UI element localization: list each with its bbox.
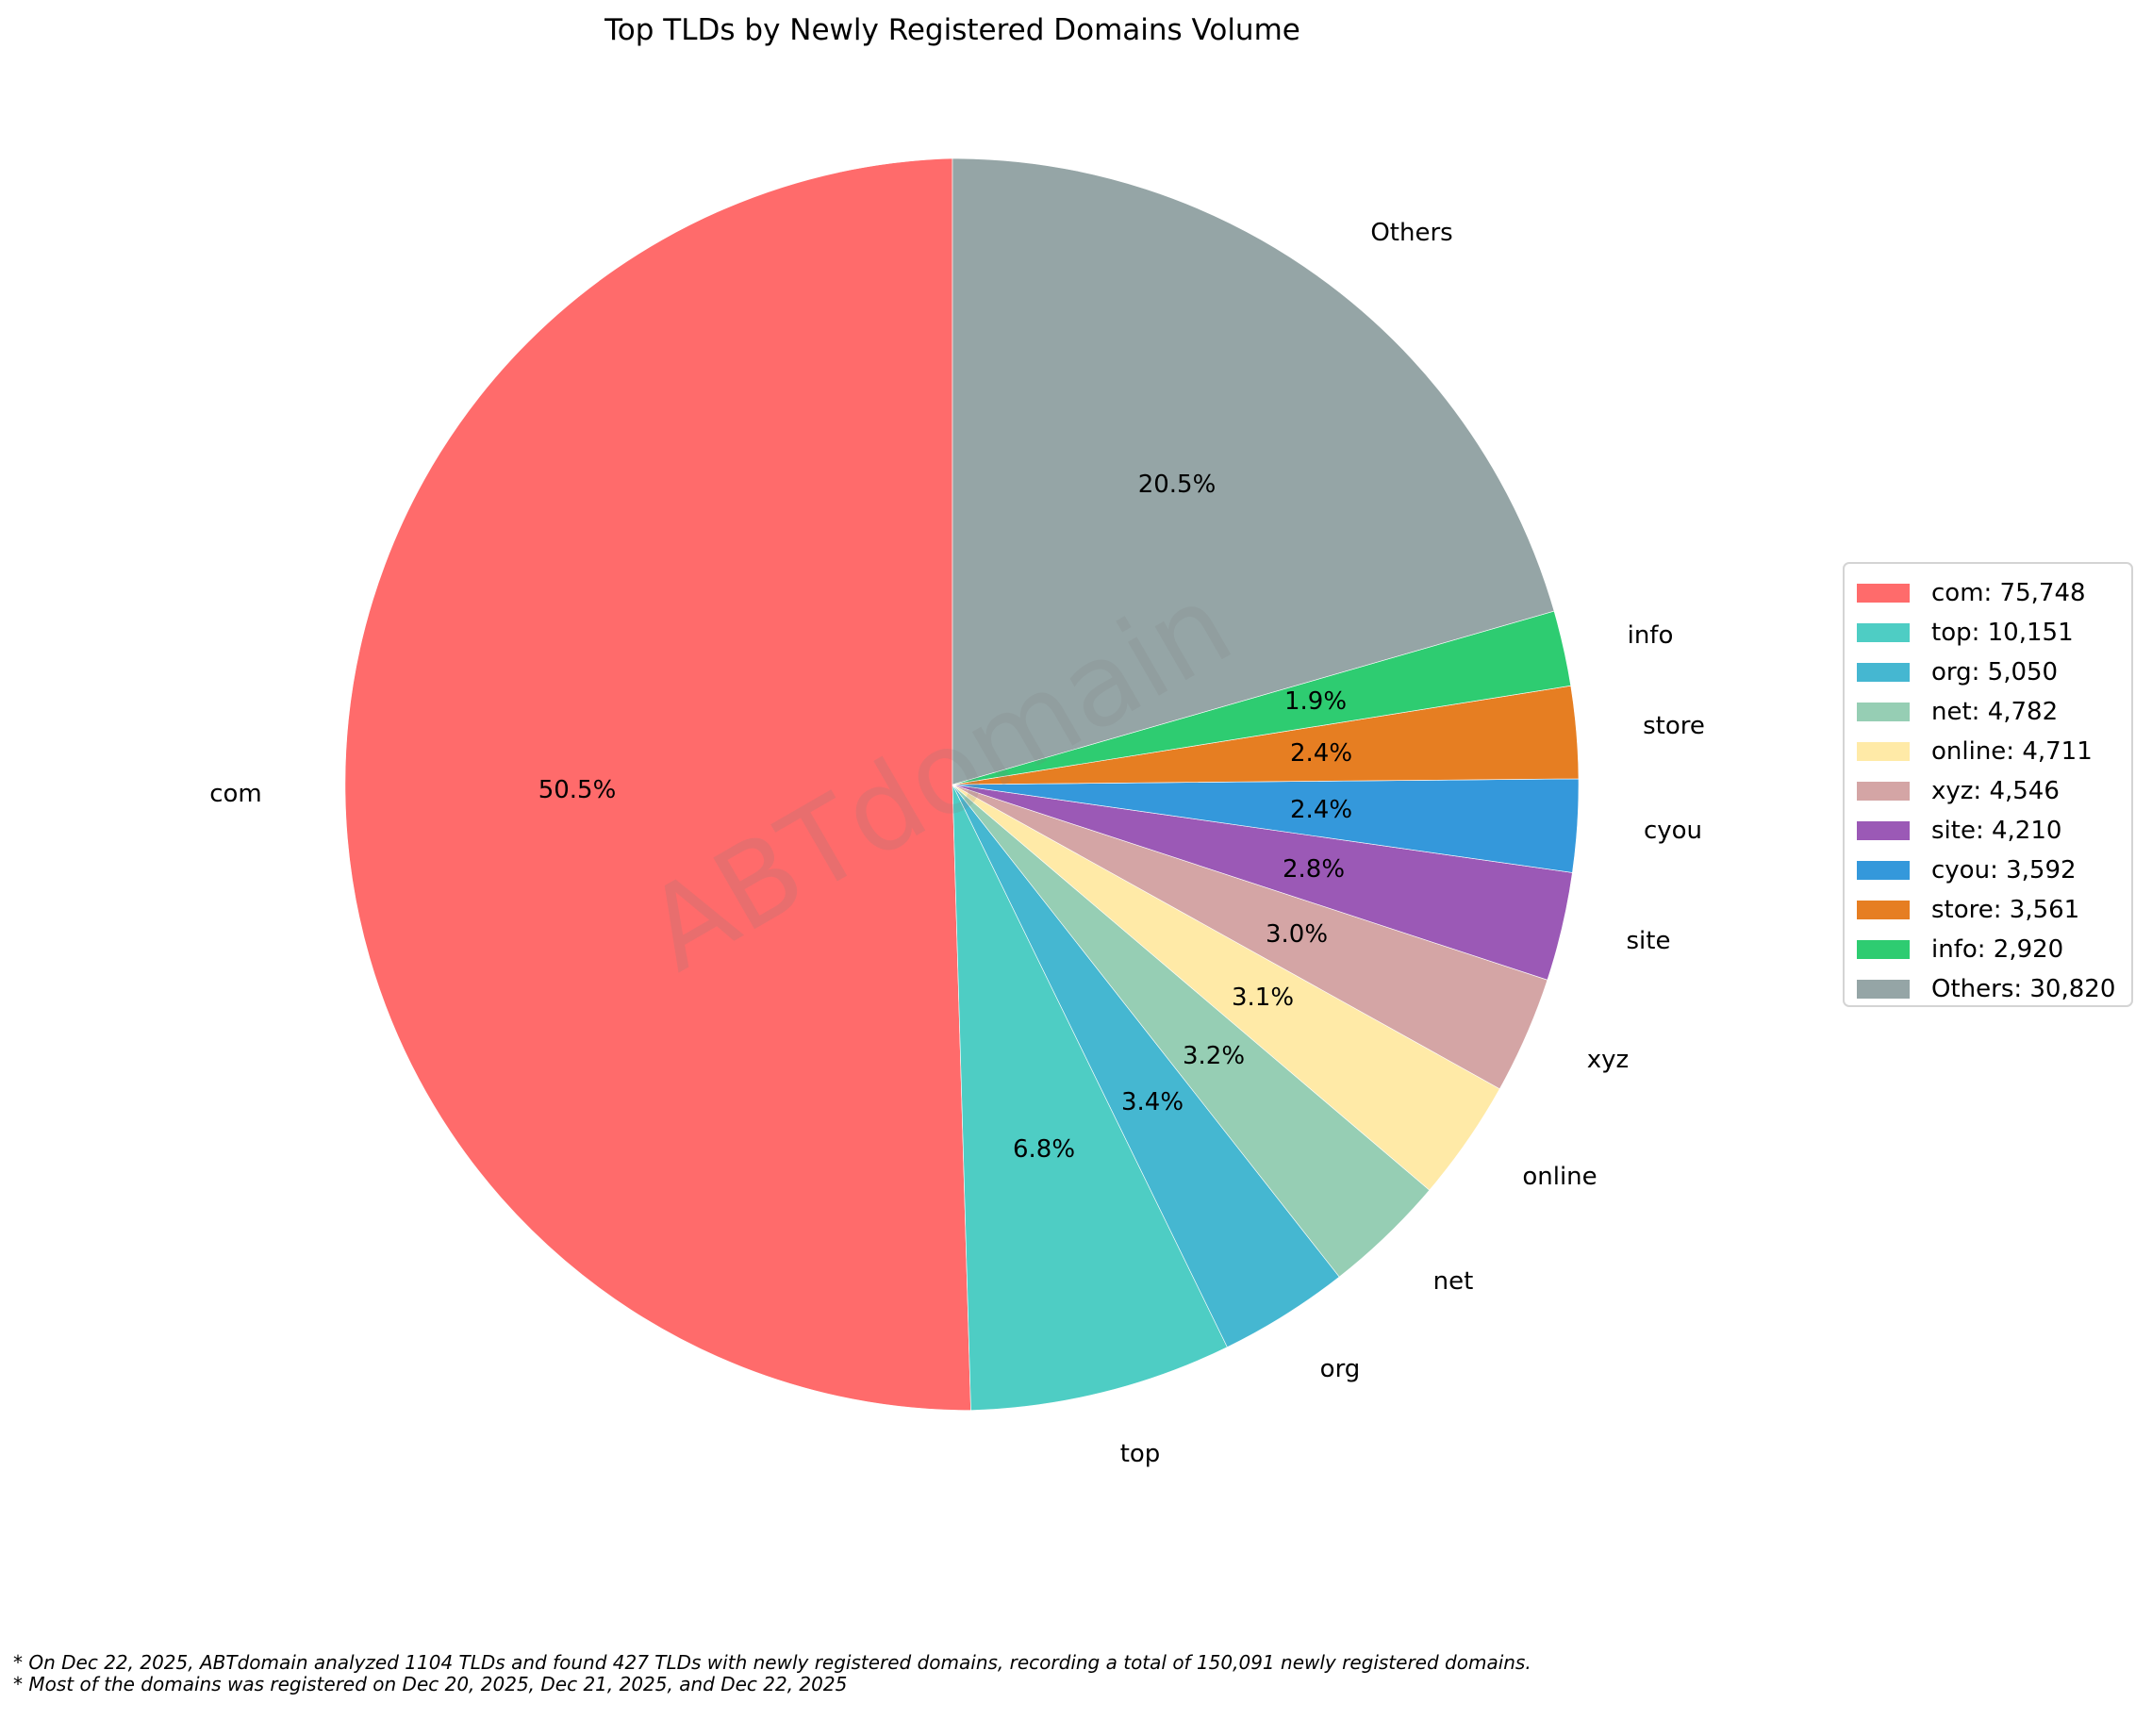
legend-label: xyz: 4,546 bbox=[1931, 777, 2060, 805]
pct-com: 50.5% bbox=[538, 776, 617, 804]
label-others: Others bbox=[1370, 219, 1452, 247]
legend-item-cyou: cyou: 3,592 bbox=[1845, 851, 2131, 890]
legend-item-xyz: xyz: 4,546 bbox=[1845, 771, 2131, 811]
legend-swatch bbox=[1857, 584, 1910, 603]
legend-label: com: 75,748 bbox=[1931, 579, 2086, 607]
legend-label: org: 5,050 bbox=[1931, 658, 2059, 686]
pct-store: 2.4% bbox=[1290, 739, 1352, 768]
legend-item-others: Others: 30,820 bbox=[1845, 969, 2131, 1009]
legend-swatch bbox=[1857, 901, 1910, 919]
label-cyou: cyou bbox=[1644, 817, 1702, 845]
pct-org: 3.4% bbox=[1121, 1088, 1184, 1116]
legend-item-com: com: 75,748 bbox=[1845, 573, 2131, 613]
chart-title: Top TLDs by Newly Registered Domains Vol… bbox=[604, 13, 1300, 47]
pct-online: 3.1% bbox=[1232, 984, 1294, 1012]
label-org: org bbox=[1320, 1355, 1361, 1383]
legend-label: site: 4,210 bbox=[1931, 817, 2062, 845]
legend-item-org: org: 5,050 bbox=[1845, 653, 2131, 692]
legend-label: Others: 30,820 bbox=[1931, 975, 2116, 1003]
legend-item-top: top: 10,151 bbox=[1845, 613, 2131, 653]
legend-swatch bbox=[1857, 623, 1910, 642]
percent-labels: 50.5% 6.8% 3.4% 3.2% 3.1% 3.0% 2.8% 2.4%… bbox=[538, 471, 1352, 1164]
slice-top bbox=[952, 784, 1228, 1412]
legend-label: info: 2,920 bbox=[1931, 935, 2064, 964]
pct-site: 2.8% bbox=[1283, 855, 1345, 884]
category-labels: com top org net online xyz site cyou sto… bbox=[209, 219, 1705, 1468]
slice-com bbox=[344, 157, 971, 1412]
footnote-2: * Most of the domains was registered on … bbox=[13, 1673, 848, 1695]
pct-top: 6.8% bbox=[1013, 1135, 1075, 1164]
footnote-1: * On Dec 22, 2025, ABTdomain analyzed 11… bbox=[13, 1651, 1531, 1674]
legend-label: online: 4,711 bbox=[1931, 737, 2093, 766]
label-store: store bbox=[1643, 712, 1705, 740]
legend-swatch bbox=[1857, 703, 1910, 721]
footnotes: * On Dec 22, 2025, ABTdomain analyzed 11… bbox=[13, 1652, 1531, 1695]
pie-slices bbox=[344, 157, 1580, 1412]
pct-others: 20.5% bbox=[1138, 471, 1217, 499]
label-xyz: xyz bbox=[1587, 1046, 1629, 1074]
legend: com: 75,748 top: 10,151 org: 5,050 net: … bbox=[1843, 562, 2133, 1007]
legend-label: cyou: 3,592 bbox=[1931, 856, 2077, 885]
label-net: net bbox=[1433, 1267, 1474, 1296]
legend-item-online: online: 4,711 bbox=[1845, 732, 2131, 771]
pct-xyz: 3.0% bbox=[1266, 920, 1328, 949]
label-info: info bbox=[1628, 621, 1674, 650]
label-online: online bbox=[1522, 1163, 1597, 1191]
legend-item-net: net: 4,782 bbox=[1845, 692, 2131, 732]
legend-label: net: 4,782 bbox=[1931, 698, 2059, 726]
label-top: top bbox=[1120, 1440, 1161, 1468]
pct-info: 1.9% bbox=[1284, 687, 1347, 716]
legend-swatch bbox=[1857, 940, 1910, 959]
pct-cyou: 2.4% bbox=[1290, 796, 1352, 824]
label-com: com bbox=[209, 780, 262, 808]
legend-swatch bbox=[1857, 980, 1910, 999]
label-site: site bbox=[1627, 927, 1671, 955]
legend-item-site: site: 4,210 bbox=[1845, 811, 2131, 851]
legend-swatch bbox=[1857, 861, 1910, 880]
legend-item-info: info: 2,920 bbox=[1845, 930, 2131, 969]
legend-label: top: 10,151 bbox=[1931, 619, 2074, 647]
legend-swatch bbox=[1857, 742, 1910, 761]
slice-others bbox=[952, 157, 1555, 785]
legend-swatch bbox=[1857, 663, 1910, 682]
legend-swatch bbox=[1857, 782, 1910, 801]
legend-swatch bbox=[1857, 821, 1910, 840]
legend-item-store: store: 3,561 bbox=[1845, 890, 2131, 930]
pct-net: 3.2% bbox=[1183, 1042, 1245, 1070]
legend-label: store: 3,561 bbox=[1931, 896, 2080, 924]
